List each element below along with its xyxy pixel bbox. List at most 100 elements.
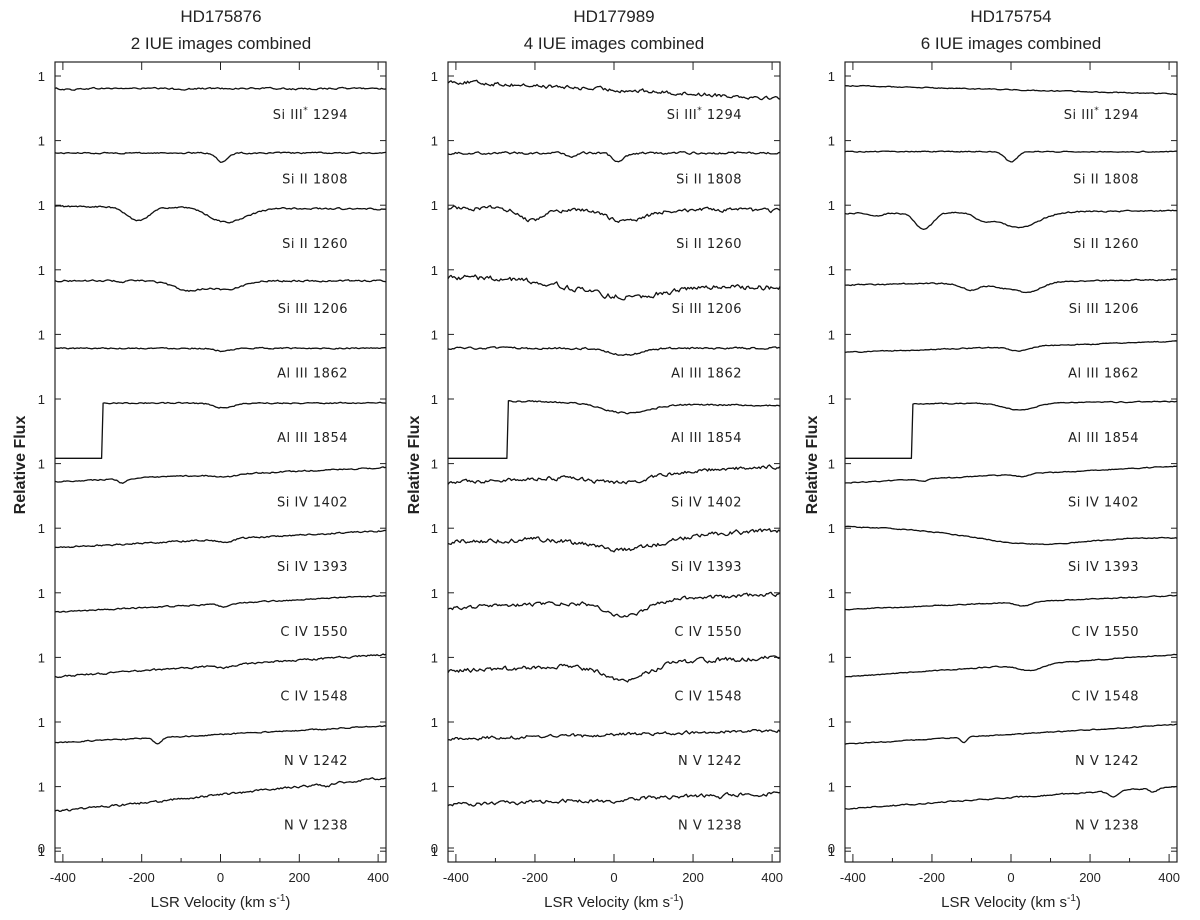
ion-label: Al III 1862: [1068, 366, 1139, 381]
spectrum-line: [447, 274, 781, 301]
y-axis-title: Relative Flux: [804, 416, 821, 515]
x-axis-title: LSR Velocity (km s-1): [941, 893, 1081, 911]
ion-wavelength: 1862: [707, 366, 742, 381]
x-axis-title-end: ): [679, 894, 684, 911]
ion-wavelength: 1242: [1104, 754, 1139, 769]
ion-name: C IV: [674, 625, 702, 640]
panel-subtitle: 4 IUE images combined: [524, 34, 704, 53]
spectrum-line: [447, 79, 781, 101]
spectrum-line: [54, 529, 387, 549]
ion-name: C IV: [1071, 689, 1099, 704]
y-tick-label: 1: [431, 844, 438, 859]
ion-label: Si III* 1294: [1064, 106, 1139, 123]
spectrum-line: [447, 591, 781, 618]
x-tick-label: 400: [1158, 870, 1180, 885]
spectrum-line: [447, 346, 781, 357]
ion-name: Al III: [1068, 366, 1099, 381]
ion-label: Si II 1808: [1073, 173, 1139, 188]
ion-name: N V: [678, 754, 702, 769]
ion-wavelength: 1548: [707, 689, 742, 704]
y-tick-label: 1: [828, 780, 835, 795]
x-tick-label: -200: [129, 870, 155, 885]
x-tick-label: 200: [288, 870, 310, 885]
spectrum-line: [447, 464, 781, 485]
x-axis-title-end: ): [285, 894, 290, 911]
y-tick-label: 1: [431, 780, 438, 795]
ion-label: Si III 1206: [278, 302, 348, 317]
ion-name: Si IV: [1068, 496, 1099, 511]
x-tick-label: -400: [50, 870, 76, 885]
ion-wavelength: 1294: [313, 108, 348, 123]
ion-label: Si III 1206: [1069, 302, 1139, 317]
x-tick-label: 0: [1007, 870, 1014, 885]
ion-label: C IV 1548: [1071, 689, 1139, 704]
spectrum-line: [55, 401, 387, 459]
ion-label: Si III* 1294: [667, 106, 742, 123]
ion-wavelength: 1548: [1104, 689, 1139, 704]
y-tick-label: 1: [828, 263, 835, 278]
spectrum-line: [844, 150, 1178, 163]
ion-label: Al III 1862: [671, 366, 742, 381]
y-tick-label: 1: [38, 327, 45, 342]
x-tick-label: 200: [1079, 870, 1101, 885]
ion-label: C IV 1548: [280, 689, 348, 704]
ion-name: Si II: [282, 237, 308, 252]
ion-name: Si III: [278, 302, 309, 317]
ion-wavelength: 1402: [1104, 496, 1139, 511]
y-tick-label: 1: [38, 650, 45, 665]
ion-wavelength: 1548: [313, 689, 348, 704]
ion-wavelength: 1862: [313, 366, 348, 381]
ion-wavelength: 1238: [313, 819, 348, 834]
spectrum-line: [54, 653, 387, 679]
ion-label: Al III 1854: [671, 431, 742, 446]
ion-label: C IV 1550: [1071, 625, 1139, 640]
spectrum-line: [845, 400, 1178, 459]
x-axis-title: LSR Velocity (km s-1): [151, 893, 291, 911]
ion-label: Si II 1260: [1073, 237, 1139, 252]
ion-wavelength: 1808: [707, 173, 742, 188]
ion-name: Si II: [282, 173, 308, 188]
ion-wavelength: 1242: [313, 754, 348, 769]
ion-wavelength: 1238: [1104, 819, 1139, 834]
y-tick-label: 1: [38, 69, 45, 84]
ion-wavelength: 1260: [1104, 237, 1139, 252]
y-tick-label: 1: [431, 715, 438, 730]
spectrum-line: [54, 205, 386, 224]
y-tick-label: 1: [828, 844, 835, 859]
ion-wavelength: 1862: [1104, 366, 1139, 381]
y-tick-label: 0: [431, 841, 438, 856]
y-tick-label: 1: [38, 780, 45, 795]
x-tick-label: -200: [919, 870, 945, 885]
ion-name: Al III: [1068, 431, 1099, 446]
y-tick-label: 1: [828, 457, 835, 472]
y-axis-title: Relative Flux: [12, 416, 29, 515]
x-axis-title-main: LSR Velocity (km s: [544, 894, 670, 911]
panel-title: HD177989: [573, 7, 654, 26]
ion-label: N V 1238: [1075, 819, 1139, 834]
y-tick-label: 1: [431, 392, 438, 407]
ion-wavelength: 1260: [313, 237, 348, 252]
spectrum-line: [447, 528, 781, 553]
panel-1: HD175876 2 IUE images combined -400 -200 0 20…: [12, 7, 389, 911]
y-tick-label: 1: [431, 263, 438, 278]
spectrum-line: [54, 777, 387, 812]
ion-name: Al III: [277, 366, 308, 381]
spectrum-line: [54, 346, 387, 353]
ion-name: C IV: [1071, 625, 1099, 640]
ion-label: Si IV 1393: [671, 560, 742, 575]
spectrum-line: [844, 525, 1178, 546]
spectrum-line: [844, 653, 1177, 678]
x-tick-label: 0: [610, 870, 617, 885]
ion-name: Si II: [676, 237, 702, 252]
y-tick-label: 1: [828, 650, 835, 665]
panel-3: HD175754 6 IUE images combined -400 -200 0 20…: [804, 7, 1180, 911]
spectrum-line: [54, 466, 387, 484]
ion-label: Al III 1854: [1068, 431, 1139, 446]
spectrum-line: [844, 785, 1178, 810]
y-tick-label: 1: [828, 392, 835, 407]
ion-label: N V 1238: [284, 819, 348, 834]
ion-wavelength: 1393: [1104, 560, 1139, 575]
panel-title: HD175754: [970, 7, 1051, 26]
y-tick-label: 1: [431, 650, 438, 665]
ion-name: N V: [678, 819, 702, 834]
